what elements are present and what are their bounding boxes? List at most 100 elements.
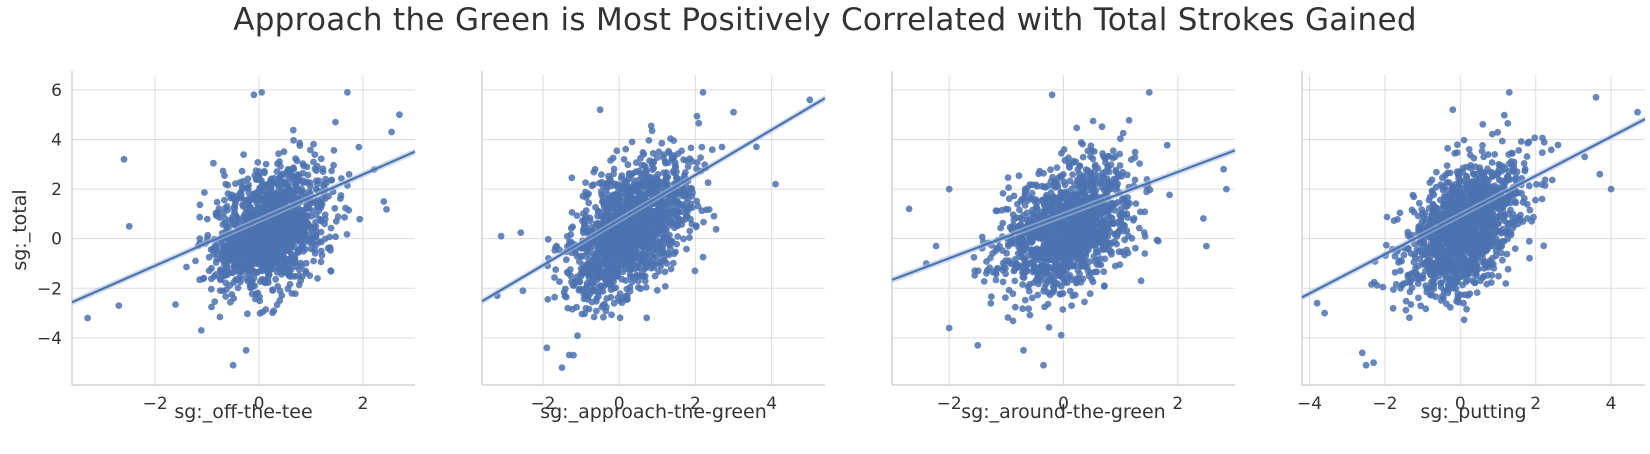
scatter-point bbox=[325, 192, 332, 200]
scatter-point bbox=[637, 285, 644, 293]
scatter-point bbox=[673, 168, 680, 176]
x-axis-label: sg:_approach-the-green bbox=[540, 401, 767, 423]
scatter-point bbox=[1070, 217, 1078, 225]
scatter-point bbox=[671, 206, 679, 213]
scatter-point bbox=[1069, 262, 1077, 269]
scatter-point bbox=[1016, 206, 1023, 214]
scatter-point bbox=[301, 219, 308, 227]
scatter-point bbox=[665, 251, 673, 259]
scatter-point bbox=[670, 137, 678, 145]
scatter-point bbox=[261, 251, 269, 259]
scatter-point bbox=[1014, 200, 1021, 208]
scatter-point bbox=[380, 198, 388, 205]
scatter-point bbox=[1042, 196, 1050, 204]
scatter-point bbox=[676, 216, 684, 223]
scatter-point bbox=[1077, 182, 1084, 190]
scatter-point bbox=[1498, 137, 1506, 145]
scatter-point bbox=[609, 195, 617, 203]
scatter-point bbox=[307, 146, 314, 154]
scatter-point bbox=[1538, 195, 1546, 203]
scatter-point bbox=[562, 293, 570, 301]
scatter-point bbox=[1046, 225, 1054, 233]
scatter-point bbox=[650, 164, 657, 172]
scatter-point bbox=[314, 275, 321, 282]
scatter-point bbox=[633, 271, 640, 279]
scatter-point bbox=[1000, 264, 1008, 271]
scatter-point bbox=[945, 185, 953, 193]
scatter-point bbox=[222, 279, 230, 287]
scatter-point bbox=[302, 269, 310, 277]
x-tick-label: 2 bbox=[358, 394, 369, 414]
scatter-point bbox=[1131, 176, 1139, 184]
scatter-point bbox=[245, 188, 253, 196]
scatter-point bbox=[1105, 247, 1113, 254]
scatter-point bbox=[267, 252, 274, 260]
scatter-point bbox=[1045, 263, 1052, 271]
scatter-point bbox=[269, 309, 276, 317]
scatter-point bbox=[234, 258, 242, 266]
scatter-point bbox=[1021, 185, 1029, 193]
scatter-point bbox=[356, 215, 364, 223]
scatter-point bbox=[1100, 268, 1108, 276]
scatter-point bbox=[683, 245, 690, 253]
scatter-point bbox=[999, 190, 1007, 197]
scatter-point bbox=[262, 306, 270, 313]
scatter-point bbox=[600, 313, 607, 321]
scatter-point bbox=[1041, 284, 1048, 292]
scatter-point bbox=[693, 112, 701, 120]
scatter-point bbox=[1141, 250, 1149, 257]
scatter-point bbox=[576, 278, 584, 286]
scatter-point bbox=[1083, 176, 1090, 184]
scatter-point bbox=[1115, 173, 1123, 180]
scatter-point bbox=[1101, 255, 1109, 263]
scatter-point bbox=[1090, 253, 1098, 260]
y-tick-label: 4 bbox=[51, 130, 62, 150]
scatter-point bbox=[992, 269, 1000, 277]
scatter-point bbox=[608, 311, 615, 319]
scatter-point bbox=[307, 212, 315, 220]
scatter-point bbox=[1154, 237, 1162, 245]
scatter-point bbox=[196, 235, 204, 243]
scatter-point bbox=[299, 247, 307, 255]
scatter-point bbox=[303, 178, 311, 186]
scatter-point bbox=[237, 193, 245, 201]
scatter-point bbox=[197, 327, 205, 334]
scatter-point bbox=[1062, 193, 1070, 201]
scatter-point bbox=[579, 267, 587, 274]
scatter-point bbox=[551, 293, 558, 301]
scatter-point bbox=[661, 268, 669, 276]
scatter-point bbox=[1444, 169, 1451, 177]
scatter-point bbox=[125, 222, 133, 230]
scatter-point bbox=[1145, 89, 1153, 96]
scatter-point bbox=[1200, 215, 1207, 222]
scatter-point bbox=[987, 254, 994, 262]
scatter-point bbox=[251, 190, 258, 198]
scatter-point bbox=[207, 285, 215, 293]
scatter-point bbox=[272, 201, 280, 209]
scatter-point bbox=[223, 203, 231, 210]
scatter-point bbox=[232, 212, 240, 220]
scatter-point bbox=[265, 224, 272, 232]
scatter-point bbox=[1069, 240, 1077, 247]
scatter-point bbox=[208, 264, 215, 272]
scatter-point bbox=[1077, 139, 1085, 146]
scatter-point bbox=[593, 307, 600, 315]
scatter-point bbox=[1017, 221, 1024, 229]
scatter-point bbox=[225, 237, 233, 245]
scatter-point bbox=[680, 235, 687, 243]
scatter-point bbox=[1079, 241, 1087, 248]
scatter-point bbox=[1062, 227, 1070, 234]
scatter-point bbox=[1111, 238, 1118, 246]
scatter-point bbox=[639, 250, 647, 258]
scatter-point bbox=[383, 206, 390, 213]
scatter-point bbox=[1050, 233, 1058, 241]
scatter-point bbox=[679, 203, 687, 210]
scatter-point bbox=[628, 138, 636, 146]
scatter-point bbox=[284, 285, 292, 293]
scatter-point bbox=[120, 155, 128, 163]
scatter-point bbox=[1091, 268, 1099, 276]
scatter-point bbox=[332, 233, 339, 241]
scatter-point bbox=[1109, 147, 1117, 155]
scatter-point bbox=[582, 179, 589, 187]
scatter-point bbox=[291, 175, 298, 183]
